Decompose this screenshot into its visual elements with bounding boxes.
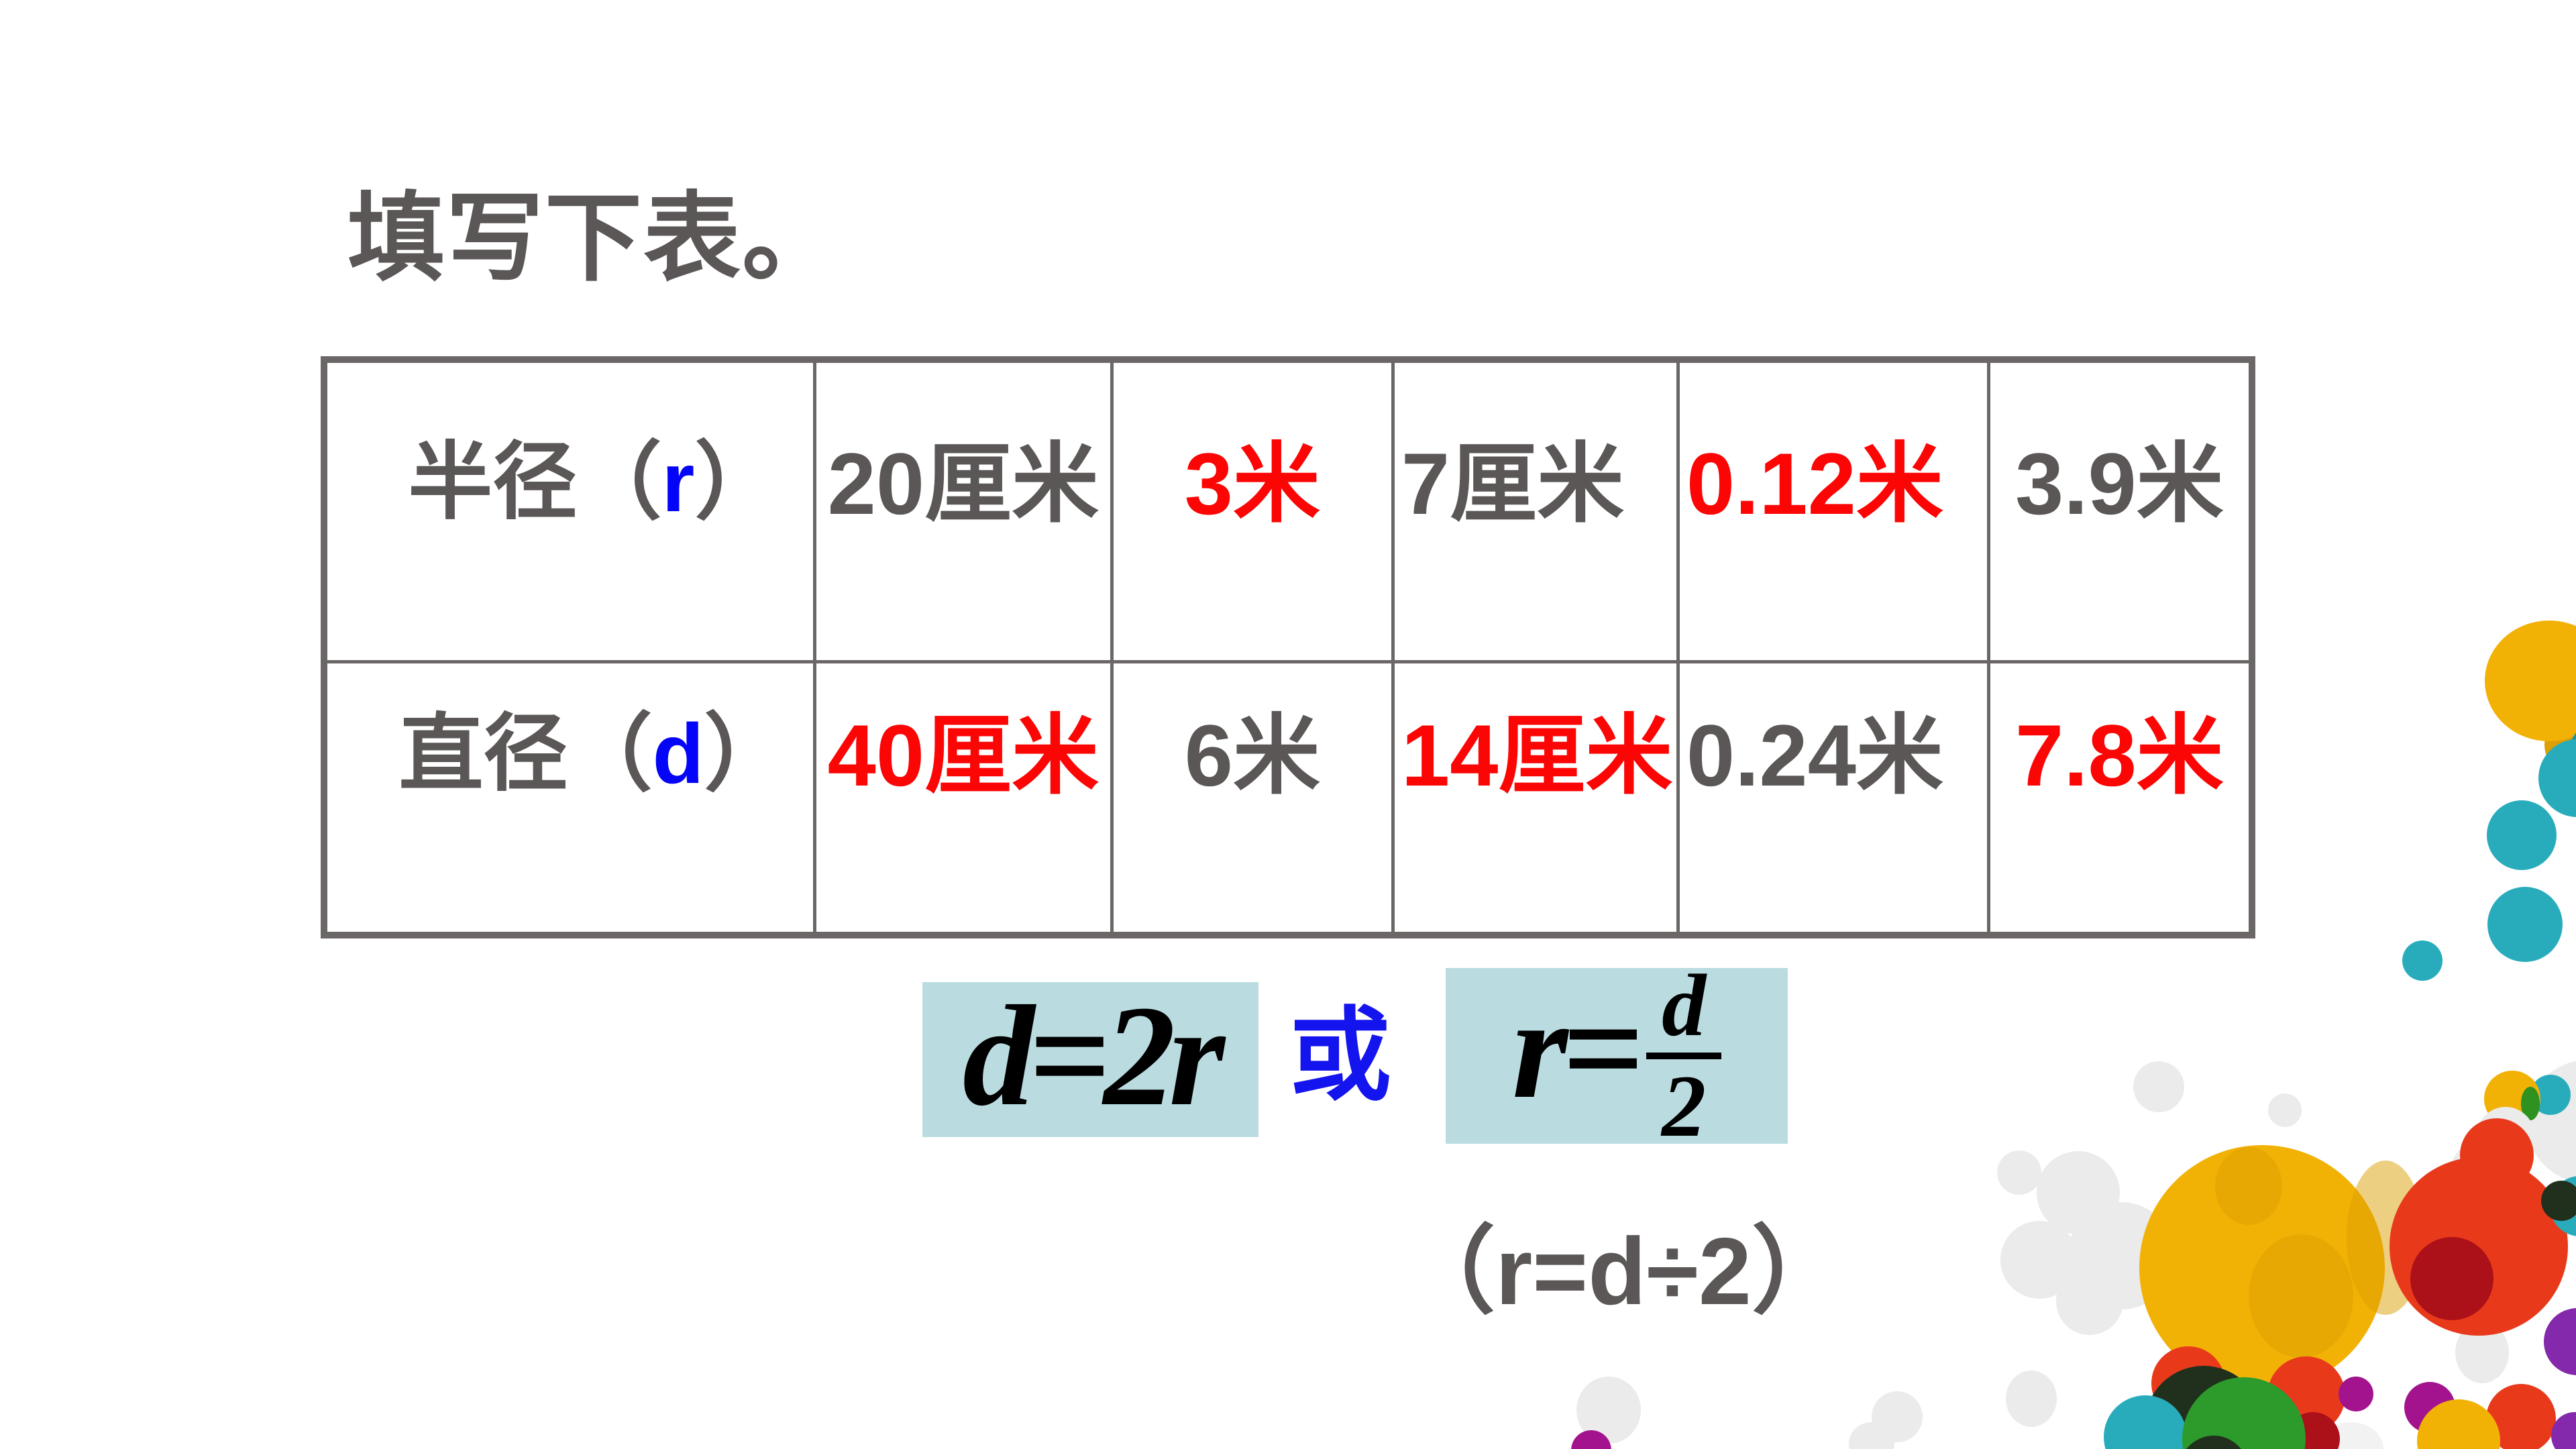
decor-circle — [1576, 1377, 1641, 1444]
cell-value: 40厘米 — [827, 706, 1099, 805]
formula-text: d=2r — [962, 975, 1225, 1136]
table-cell-d5: 7.8米 — [1990, 663, 2249, 932]
table-cell-r3: 7厘米 — [1394, 363, 1680, 664]
decor-circle — [2056, 1268, 2123, 1335]
row-header-text: 直径（ — [398, 706, 653, 802]
table-cell-d4: 0.24米 — [1680, 663, 1990, 932]
fraction-denominator: 2 — [1662, 1057, 1707, 1155]
cell-value: 7.8米 — [2015, 706, 2224, 805]
table-cell-r1: 20厘米 — [816, 363, 1114, 664]
decor-circle — [2455, 1322, 2509, 1383]
row-header-text: ） — [694, 435, 780, 529]
table-cell-r2: 3米 — [1113, 363, 1395, 664]
decor-circle — [2544, 1308, 2576, 1375]
decor-circle — [2487, 800, 2557, 870]
table-cell-r5: 3.9米 — [1990, 363, 2249, 664]
radius-variable: r — [661, 435, 695, 529]
page-title: 填写下表。 — [347, 184, 841, 292]
decor-circle — [2417, 1399, 2500, 1449]
decor-circle — [1849, 1422, 1894, 1449]
decor-circle — [2487, 887, 2563, 962]
formula-note: （r=d÷2） — [1400, 1218, 1847, 1325]
decor-circle — [2541, 1181, 2576, 1221]
table-cell-d1: 40厘米 — [816, 663, 1114, 932]
row-header-radius: 半径（ r） — [327, 363, 816, 664]
decor-circle — [2249, 1234, 2353, 1358]
table-cell-d3: 14厘米 — [1395, 663, 1680, 932]
cell-value: 20厘米 — [827, 435, 1099, 533]
cell-value: 6米 — [1184, 706, 1320, 805]
decor-circle — [2530, 1075, 2571, 1115]
table-cell-r4: 0.12米 — [1679, 363, 1990, 664]
decor-circle — [2551, 1412, 2576, 1449]
row-header-text: ） — [704, 706, 789, 802]
decor-circle — [2133, 1061, 2184, 1112]
row-header-diameter: 直径（ d） — [327, 663, 816, 932]
radius-diameter-table: 半径（ r） 20厘米 3米 7厘米 0.12米 3.9米 直径（ d） 40厘米 … — [321, 356, 2255, 938]
row-header-text: 半径（ — [408, 435, 662, 529]
decor-circle — [2006, 1371, 2057, 1427]
decor-circle — [2268, 1093, 2302, 1127]
decor-circle — [2538, 739, 2576, 817]
fraction-numerator: d — [1662, 956, 1707, 1055]
cell-value: 3米 — [1184, 435, 1320, 533]
diameter-variable: d — [652, 706, 704, 802]
cell-value: 7厘米 — [1401, 435, 1625, 533]
cell-value: 3.9米 — [2015, 435, 2224, 533]
decor-circle — [2521, 1087, 2540, 1120]
decor-circle — [2215, 1147, 2282, 1225]
decor-circle — [2182, 1377, 2306, 1449]
decor-circle — [2186, 1436, 2241, 1449]
decor-circle — [2486, 1384, 2556, 1449]
cell-value: 14厘米 — [1401, 706, 1673, 805]
table-cell-d2: 6米 — [1114, 663, 1395, 932]
formula-r-equals-d-over-2: r= d 2 — [1446, 961, 1788, 1150]
decor-circle — [2410, 1237, 2493, 1320]
fraction-d-over-2: d 2 — [1646, 956, 1722, 1155]
decor-circle — [2000, 1221, 2078, 1299]
or-connector: 或 — [1289, 999, 1391, 1113]
decor-circle — [1997, 1150, 2041, 1195]
decor-circle — [1571, 1430, 1611, 1449]
formula-d-equals-2r: d=2r — [922, 982, 1258, 1137]
decor-circle — [2402, 941, 2443, 981]
formula-text: r= — [1511, 967, 1644, 1128]
decor-circle — [2104, 1395, 2187, 1449]
cell-value: 0.24米 — [1686, 706, 1943, 805]
decor-circle — [2339, 1377, 2373, 1411]
decor-circle — [2485, 621, 2576, 741]
fraction-bar — [1646, 1053, 1722, 1059]
cell-value: 0.12米 — [1686, 435, 1943, 533]
